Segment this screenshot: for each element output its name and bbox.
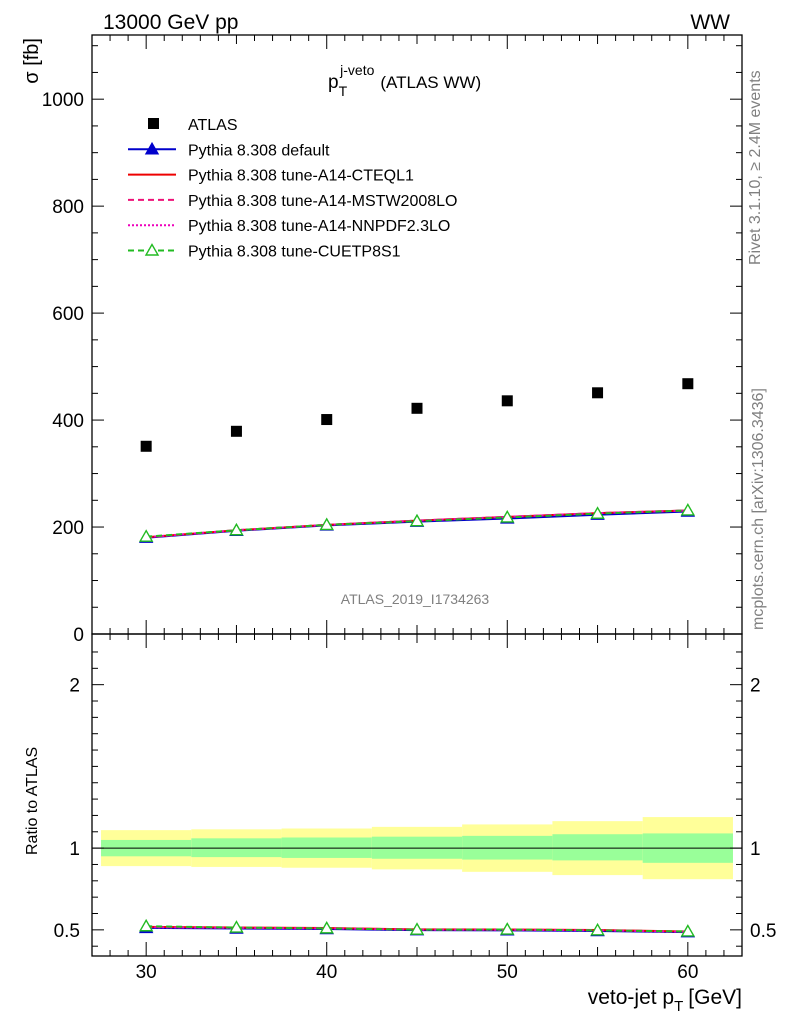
main-series-marker-4 xyxy=(138,529,154,542)
ratio-y-tick-label-left: 2 xyxy=(69,676,80,697)
ratio-series-marker-4 xyxy=(138,918,154,932)
legend-label: Pythia 8.308 tune-A14-NNPDF2.3LO xyxy=(188,218,450,235)
legend-entry: Pythia 8.308 tune-A14-NNPDF2.3LO xyxy=(128,218,450,235)
legend-marker-square xyxy=(148,118,159,129)
process-label: WW xyxy=(690,11,730,34)
legend-entry: Pythia 8.308 tune-CUETP8S1 xyxy=(128,243,401,261)
legend-entry: Pythia 8.308 default xyxy=(128,141,330,159)
rivet-label: Rivet 3.1.10, ≥ 2.4M events xyxy=(747,70,764,265)
atlas-data-point xyxy=(321,414,333,426)
stat-uncertainty-band xyxy=(552,834,643,861)
ratio-y-tick-label-left: 1 xyxy=(69,839,80,860)
legend-marker-triangle xyxy=(144,141,160,155)
atlas-data-point xyxy=(682,378,694,390)
ratio-series-marker-4 xyxy=(409,922,425,935)
main-y-tick-label: 600 xyxy=(52,304,84,325)
legend-entry: ATLAS xyxy=(148,117,238,134)
ratio-y-tick-label-right: 2 xyxy=(750,676,761,697)
legend-label: Pythia 8.308 default xyxy=(188,142,330,159)
main-y-tick-label: 200 xyxy=(52,518,84,539)
analysis-watermark: ATLAS_2019_I1734263 xyxy=(341,591,490,607)
main-y-tick-label: 0 xyxy=(73,625,84,646)
title-sub: T xyxy=(339,83,348,99)
ratio-plot-frame xyxy=(91,633,743,957)
main-y-label: σ [fb] xyxy=(21,38,43,84)
ratio-y-tick-label-left: 0.5 xyxy=(54,921,80,942)
main-y-tick-label: 1000 xyxy=(42,90,84,111)
ratio-y-tick-label-right: 0.5 xyxy=(750,921,776,942)
legend-label: Pythia 8.308 tune-A14-MSTW2008LO xyxy=(188,193,457,210)
legend-label: Pythia 8.308 tune-A14-CTEQL1 xyxy=(188,168,414,185)
x-label-suffix: [GeV] xyxy=(688,986,742,1009)
atlas-data-point xyxy=(592,387,604,399)
main-series-marker-4 xyxy=(229,522,244,536)
legend-marker-triangle xyxy=(144,243,160,256)
x-tick-label: 40 xyxy=(316,962,337,983)
main-plot-title: pTj-veto (ATLAS WW) xyxy=(328,62,481,99)
ratio-y-label: Ratio to ATLAS xyxy=(24,747,41,855)
ratio-series-marker-4 xyxy=(229,920,244,933)
main-y-ticks: 0 200 400 600 800 1000 xyxy=(42,45,742,646)
x-tick-label: 30 xyxy=(136,962,157,983)
x-label-main: veto-jet p xyxy=(588,986,674,1009)
title-sup: j-veto xyxy=(339,62,374,78)
x-label-sub: T xyxy=(674,998,683,1015)
atlas-data-point xyxy=(230,425,242,437)
atlas-data-point xyxy=(411,402,423,414)
main-y-tick-label: 400 xyxy=(52,411,84,432)
main-series xyxy=(138,503,696,543)
atlas-data-points xyxy=(140,378,694,452)
x-ticks: 30 40 50 60 xyxy=(109,35,725,983)
mcplots-label: mcplots.cern.ch [arXiv:1306.3436] xyxy=(750,388,767,630)
atlas-data-point xyxy=(140,440,152,452)
atlas-data-point xyxy=(501,395,513,407)
ratio-bands xyxy=(92,817,742,880)
ratio-series xyxy=(138,918,696,938)
x-tick-label: 60 xyxy=(677,962,698,983)
legend-label: Pythia 8.308 tune-CUETP8S1 xyxy=(188,244,401,261)
main-series-marker-4 xyxy=(500,509,515,523)
ratio-series-marker-4 xyxy=(500,922,515,935)
ratio-series-marker-4 xyxy=(590,922,605,936)
ratio-y-ticks: 0.5 0.5 1 1 2 2 xyxy=(54,651,776,947)
main-series-marker-4 xyxy=(680,503,696,516)
x-tick-label: 50 xyxy=(497,962,518,983)
main-series-marker-4 xyxy=(319,517,334,531)
ratio-series-marker-4 xyxy=(319,920,334,934)
title-suffix: (ATLAS WW) xyxy=(380,73,481,92)
title-p: p xyxy=(328,72,339,93)
main-series-marker-4 xyxy=(409,513,425,527)
ratio-series-marker-4 xyxy=(680,924,696,937)
energy-label: 13000 GeV pp xyxy=(103,11,238,34)
legend-entry: Pythia 8.308 tune-A14-CTEQL1 xyxy=(128,168,414,185)
x-axis-label: veto-jet pT [GeV] xyxy=(588,986,742,1015)
legend-entry: Pythia 8.308 tune-A14-MSTW2008LO xyxy=(128,193,457,210)
legend-label: ATLAS xyxy=(188,117,238,134)
main-y-tick-label: 800 xyxy=(52,197,84,218)
main-series-marker-4 xyxy=(590,506,605,519)
ratio-y-tick-label-right: 1 xyxy=(750,839,761,860)
legend: ATLAS Pythia 8.308 default Pythia 8.308 tu… xyxy=(128,117,457,261)
